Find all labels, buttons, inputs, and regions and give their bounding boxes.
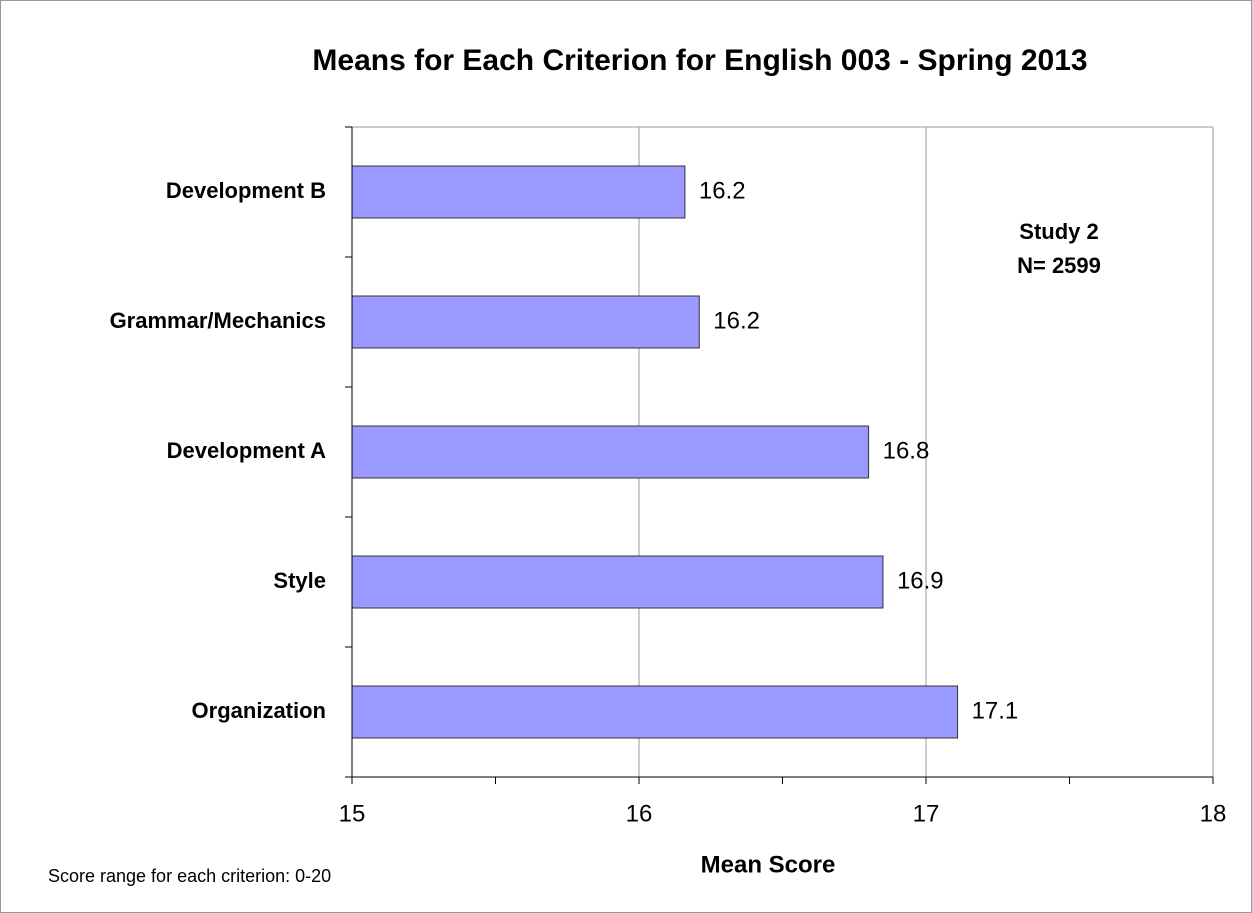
value-label: 16.9 [897,567,944,594]
annotation: N= 2599 [1017,253,1101,278]
chart-title: Means for Each Criterion for English 003… [312,44,1087,77]
value-label: 16.8 [883,437,930,464]
x-tick-label: 18 [1200,800,1227,827]
bar [351,295,700,349]
bar [351,425,870,479]
bar [351,555,884,609]
y-tick-label: Grammar/Mechanics [110,308,326,333]
value-label: 17.1 [972,697,1019,724]
y-tick-label: Development A [167,438,326,463]
value-label: 16.2 [713,307,760,334]
y-tick-label: Style [273,568,326,593]
x-tick-label: 17 [913,800,940,827]
annotation: Study 2 [1019,219,1098,244]
x-tick-label: 16 [626,800,653,827]
y-tick-label: Development B [166,178,326,203]
value-label: 16.2 [699,177,746,204]
x-tick-label: 15 [339,800,366,827]
x-axis-label: Mean Score [701,851,836,878]
bar [351,685,959,739]
bar [351,165,686,219]
y-tick-label: Organization [192,698,326,723]
footnote: Score range for each criterion: 0-20 [48,866,331,886]
